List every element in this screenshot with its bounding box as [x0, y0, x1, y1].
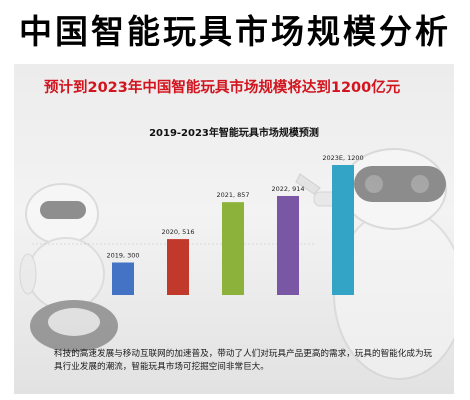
data-label-2023E: 2023E, 1200: [322, 154, 363, 162]
chart-panel: 预计到2023年中国智能玩具市场规模将达到1200亿元 2019-2023年智能…: [14, 64, 454, 394]
data-label-2019: 2019, 300: [106, 252, 139, 260]
data-label-2022: 2022, 914: [271, 185, 304, 193]
description-text: 科技的高速发展与移动互联网的加速普及，带动了人们对玩具产品更高的需求，玩具的智能…: [54, 349, 433, 372]
data-label-2021: 2021, 857: [216, 191, 249, 199]
headline: 预计到2023年中国智能玩具市场规模将达到1200亿元: [44, 80, 401, 96]
bar-2021: [222, 202, 244, 295]
data-label-2020: 2020, 516: [161, 228, 194, 236]
bar-2023E: [332, 165, 354, 295]
bar-2020: [167, 239, 189, 295]
bar-chart: 2019, 300 2020, 516 2021, 857 2022, 914 2023…: [106, 154, 364, 295]
bar-2022: [277, 195, 299, 295]
page-title: 中国智能玩具市场规模分析: [19, 12, 451, 51]
chart-title: 2019-2023年智能玩具市场规模预测: [149, 128, 319, 139]
robot-background-image: [19, 148, 454, 380]
bar-2019: [112, 262, 134, 295]
